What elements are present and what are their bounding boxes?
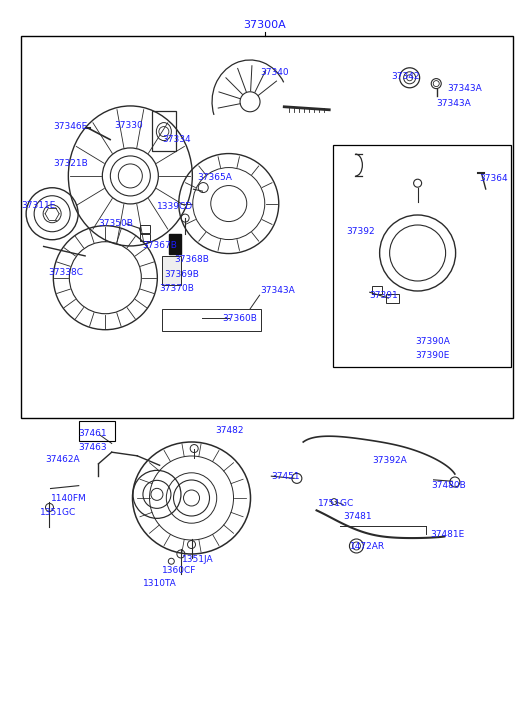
Text: 37342: 37342 [391,72,420,81]
Text: 37392A: 37392A [372,456,407,465]
Text: 37390A: 37390A [415,337,450,346]
Text: 37367B: 37367B [143,241,178,250]
Text: 37369B: 37369B [164,270,199,278]
Text: 37390E: 37390E [415,351,450,360]
Text: 37368B: 37368B [174,255,210,264]
Bar [332,145,511,367]
Text: 1360CF: 1360CF [162,566,197,575]
Bar [162,309,261,331]
Text: 1351JA: 1351JA [182,555,213,563]
Text: 37462A: 37462A [45,455,80,464]
Text: 1310TA: 1310TA [143,579,176,587]
Text: 37392: 37392 [346,227,375,236]
Text: 37340: 37340 [261,68,289,77]
Text: 37343A: 37343A [447,84,481,93]
Text: 37370B: 37370B [160,284,195,293]
Text: 37321B: 37321B [53,159,88,168]
Text: 37343A: 37343A [261,286,295,295]
Text: 1339CD: 1339CD [157,202,193,211]
Text: 37360B: 37360B [222,314,257,323]
Text: 37311E: 37311E [21,201,56,209]
Text: 37481E: 37481E [430,530,464,539]
Bar [152,111,176,151]
Text: 37482: 37482 [215,426,244,435]
Text: 37463: 37463 [79,443,107,451]
Text: 1751GC: 1751GC [318,499,354,507]
Bar [162,256,181,285]
Text: 37350B: 37350B [98,219,134,228]
Text: 1140FM: 1140FM [51,494,86,503]
Text: 37338C: 37338C [48,268,83,277]
Bar [386,294,399,303]
Text: 37330: 37330 [114,121,143,129]
Bar [79,421,115,441]
Bar [21,36,513,418]
Text: 1472AR: 1472AR [350,542,385,551]
Text: 37334: 37334 [162,135,191,144]
Bar [169,233,181,254]
Text: 37391: 37391 [370,292,398,300]
Bar [372,286,382,294]
Text: 37343A: 37343A [436,99,471,108]
Text: 37346E: 37346E [53,122,87,131]
Text: 37481: 37481 [343,513,372,521]
Text: 37365A: 37365A [197,173,232,182]
Text: 1351GC: 1351GC [40,508,76,517]
Text: 37451: 37451 [271,472,300,481]
Text: 37461: 37461 [79,429,107,438]
Bar [140,234,150,241]
Text: 37300A: 37300A [244,20,286,31]
Text: 37480B: 37480B [431,481,466,490]
Text: 37364: 37364 [479,174,508,182]
Bar [140,225,150,233]
